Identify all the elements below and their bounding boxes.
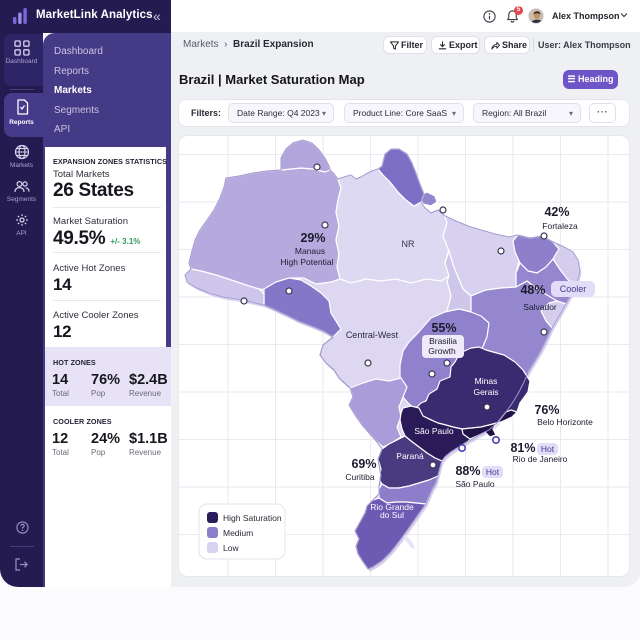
svg-text:48%: 48% (520, 283, 545, 297)
svg-text:Low: Low (223, 543, 239, 553)
svg-text:Paraná: Paraná (396, 451, 424, 461)
svg-text:81%: 81% (510, 441, 535, 455)
svg-text:São Paulo: São Paulo (455, 479, 494, 489)
svg-text:Hot: Hot (486, 467, 500, 477)
svg-text:Medium: Medium (223, 528, 253, 538)
svg-text:Minas: Minas (475, 376, 498, 386)
svg-text:Growth: Growth (428, 346, 456, 356)
svg-text:29%: 29% (300, 231, 325, 245)
svg-text:42%: 42% (544, 205, 569, 219)
svg-text:Salvador: Salvador (523, 302, 557, 312)
svg-text:Rio de Janeiro: Rio de Janeiro (513, 454, 568, 464)
svg-text:Brasilia: Brasilia (429, 336, 457, 346)
svg-text:Curitiba: Curitiba (345, 472, 375, 482)
svg-text:88%: 88% (455, 464, 480, 478)
svg-text:76%: 76% (534, 403, 559, 417)
svg-text:Rio Grande: Rio Grande (370, 502, 414, 512)
svg-text:Hot: Hot (541, 444, 555, 454)
svg-text:69%: 69% (351, 457, 376, 471)
svg-text:NR: NR (402, 239, 415, 249)
svg-text:Central-West: Central-West (346, 330, 399, 340)
svg-text:Belo Horizonte: Belo Horizonte (537, 417, 593, 427)
svg-text:55%: 55% (431, 321, 456, 335)
svg-text:do Sul: do Sul (380, 510, 404, 520)
svg-text:Fortaleza: Fortaleza (542, 221, 578, 231)
svg-text:High Potential: High Potential (281, 257, 334, 267)
svg-text:High Saturation: High Saturation (223, 513, 282, 523)
svg-text:Manaus: Manaus (295, 246, 325, 256)
svg-text:Cooler: Cooler (560, 284, 587, 294)
svg-text:São Paulo: São Paulo (414, 426, 453, 436)
svg-text:Gerais: Gerais (473, 387, 498, 397)
